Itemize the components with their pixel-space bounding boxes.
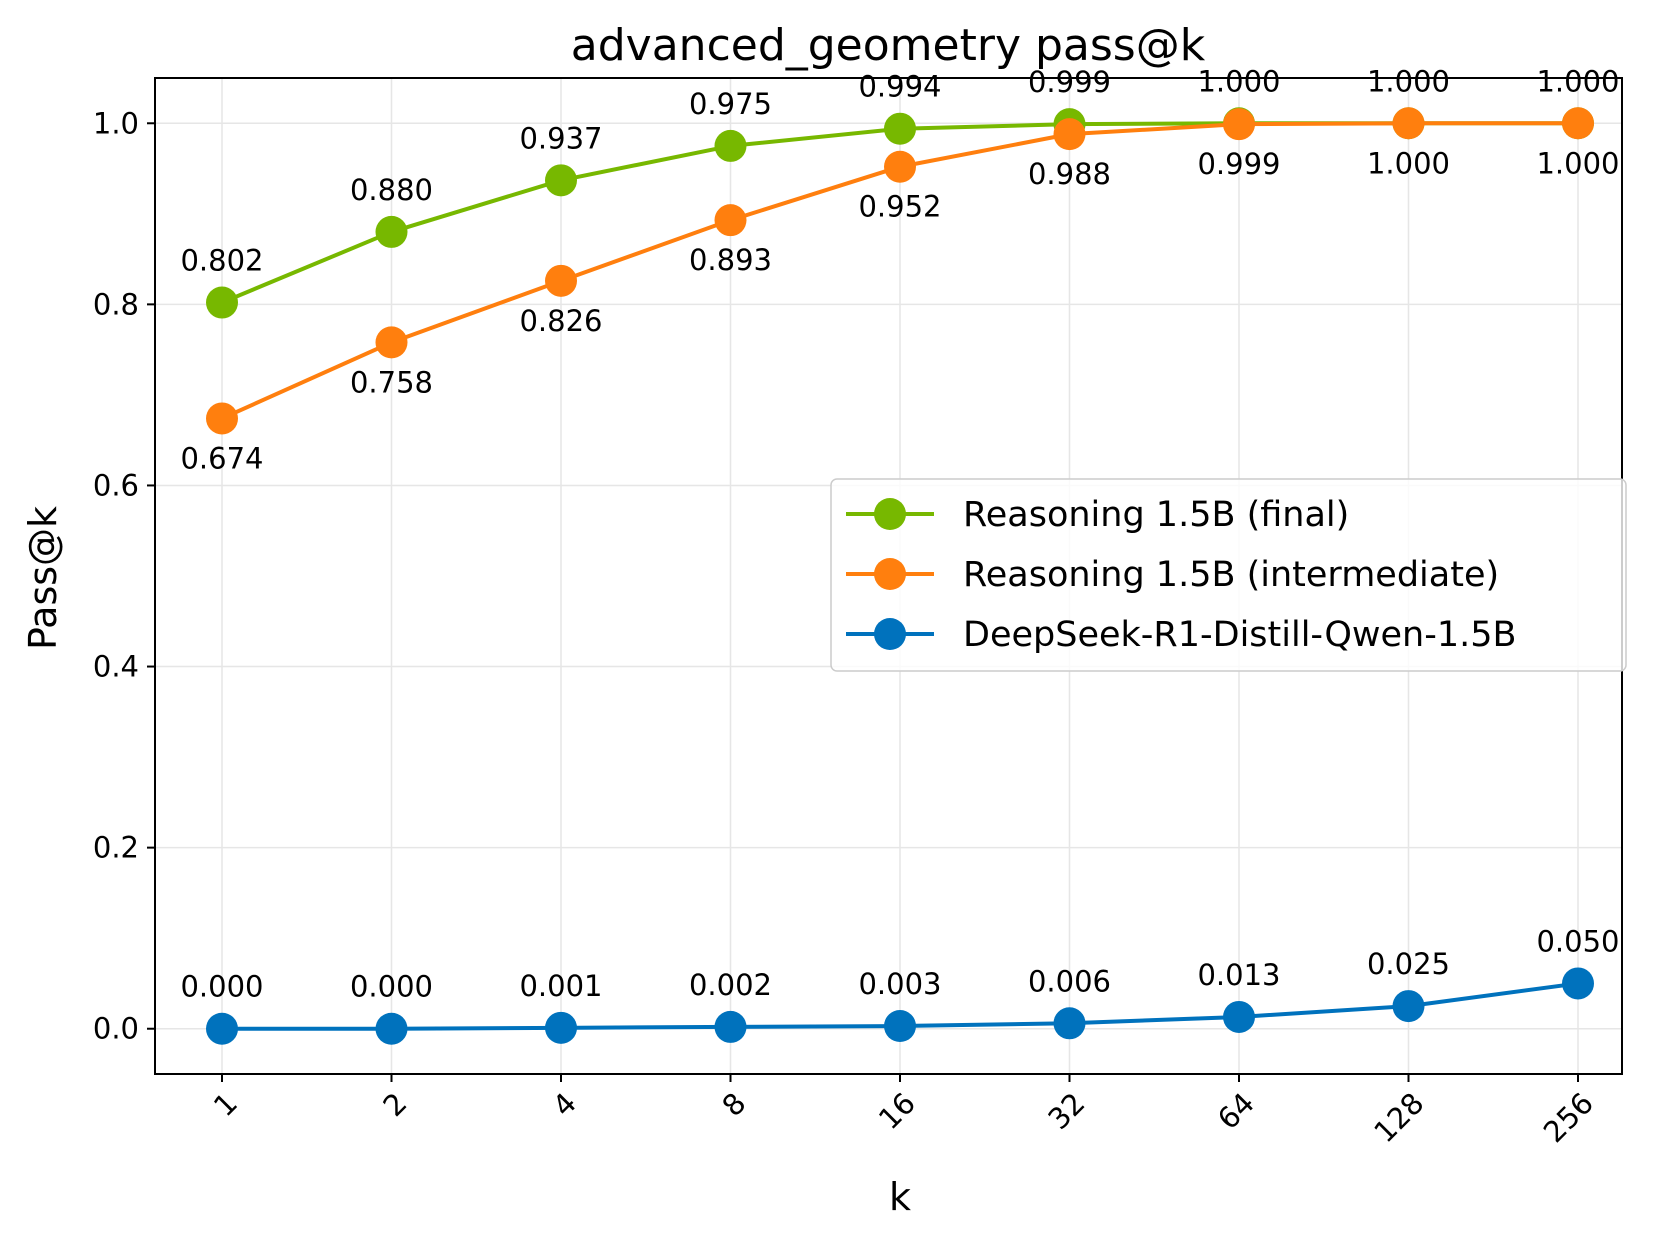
x-tick-label: 64 <box>1211 1086 1261 1136</box>
data-label: 0.802 <box>180 244 263 278</box>
x-tick-label: 8 <box>715 1086 752 1123</box>
y-tick-label: 0.8 <box>93 287 139 321</box>
data-point <box>545 1011 577 1044</box>
data-label: 0.994 <box>858 70 941 104</box>
data-labels: 0.802 0.880 0.937 0.975 0.994 0.999 1.000 1.000… <box>180 64 1619 1003</box>
y-tick-label: 0.0 <box>93 1012 139 1046</box>
data-point <box>714 129 747 162</box>
data-point <box>1223 1000 1255 1033</box>
data-point <box>1392 107 1425 140</box>
data-point <box>714 1010 747 1043</box>
data-label: 1.000 <box>1197 64 1280 98</box>
data-point <box>714 204 747 237</box>
data-point <box>375 215 408 248</box>
x-tick-label: 128 <box>1367 1086 1430 1149</box>
data-label: 0.975 <box>689 87 772 121</box>
legend-box <box>830 478 1627 672</box>
data-point <box>206 402 238 435</box>
data-label: 1.000 <box>1367 146 1450 180</box>
data-label: 0.758 <box>350 365 433 399</box>
data-point <box>1562 107 1594 140</box>
series <box>206 107 1594 1045</box>
data-point <box>375 326 408 359</box>
data-label: 0.002 <box>689 968 772 1002</box>
data-point <box>884 150 916 183</box>
y-tick-label: 0.6 <box>93 468 139 502</box>
data-point <box>1223 108 1255 141</box>
data-label: 0.893 <box>689 243 772 277</box>
data-label: 0.000 <box>180 970 263 1004</box>
data-label: 0.937 <box>519 121 602 155</box>
legend: Reasoning 1.5B (final) Reasoning 1.5B (in… <box>830 478 1627 672</box>
legend-marker <box>874 498 906 530</box>
data-point <box>1053 1007 1086 1040</box>
x-tick-label: 4 <box>546 1086 583 1123</box>
legend-label: DeepSeek-R1-Distill-Qwen-1.5B <box>963 615 1517 655</box>
data-label: 0.001 <box>519 969 602 1003</box>
y-tick-label: 0.4 <box>93 650 139 684</box>
data-label: 1.000 <box>1536 64 1619 98</box>
data-label: 0.952 <box>858 190 941 224</box>
data-point <box>884 1010 916 1043</box>
data-label: 0.050 <box>1536 924 1619 958</box>
data-point <box>1392 990 1425 1023</box>
x-tick-label: 1 <box>207 1086 244 1123</box>
legend-label: Reasoning 1.5B (intermediate) <box>963 555 1499 595</box>
data-point <box>1053 118 1086 151</box>
x-axis-label: k <box>889 1175 911 1219</box>
data-label: 0.880 <box>350 173 433 207</box>
data-label: 1.000 <box>1367 64 1450 98</box>
data-label: 0.988 <box>1028 157 1111 191</box>
chart-title: advanced_geometry pass@k <box>571 20 1206 71</box>
x-tick-label: 32 <box>1041 1086 1091 1136</box>
data-point <box>884 112 916 145</box>
data-point <box>545 264 577 297</box>
y-tick-label: 1.0 <box>93 106 139 140</box>
data-point <box>206 1012 238 1045</box>
data-point <box>1562 967 1594 1000</box>
data-label: 0.013 <box>1197 958 1280 992</box>
data-label: 0.999 <box>1197 147 1280 181</box>
data-point <box>206 286 238 319</box>
y-axis-label: Pass@k <box>21 506 65 650</box>
data-label: 0.826 <box>519 304 602 338</box>
data-label: 0.674 <box>180 441 263 475</box>
data-label: 0.999 <box>1028 65 1111 99</box>
data-label: 1.000 <box>1536 146 1619 180</box>
x-tick-label: 2 <box>376 1086 413 1123</box>
data-label: 0.006 <box>1028 964 1111 998</box>
legend-marker <box>874 618 906 650</box>
y-tick-label: 0.2 <box>93 831 139 865</box>
legend-marker <box>874 558 906 590</box>
data-label: 0.000 <box>350 970 433 1004</box>
x-tick-label: 256 <box>1537 1086 1600 1149</box>
legend-label: Reasoning 1.5B (final) <box>963 495 1349 535</box>
axis-ticks: 1 2 4 8 16 32 64 128 256 0.0 0.2 0.4 0.6 0.8 1.0 <box>93 106 1600 1149</box>
data-point <box>545 164 577 197</box>
x-tick-label: 16 <box>872 1086 922 1136</box>
data-point <box>375 1012 408 1045</box>
data-label: 0.025 <box>1367 947 1450 981</box>
data-label: 0.003 <box>858 967 941 1001</box>
